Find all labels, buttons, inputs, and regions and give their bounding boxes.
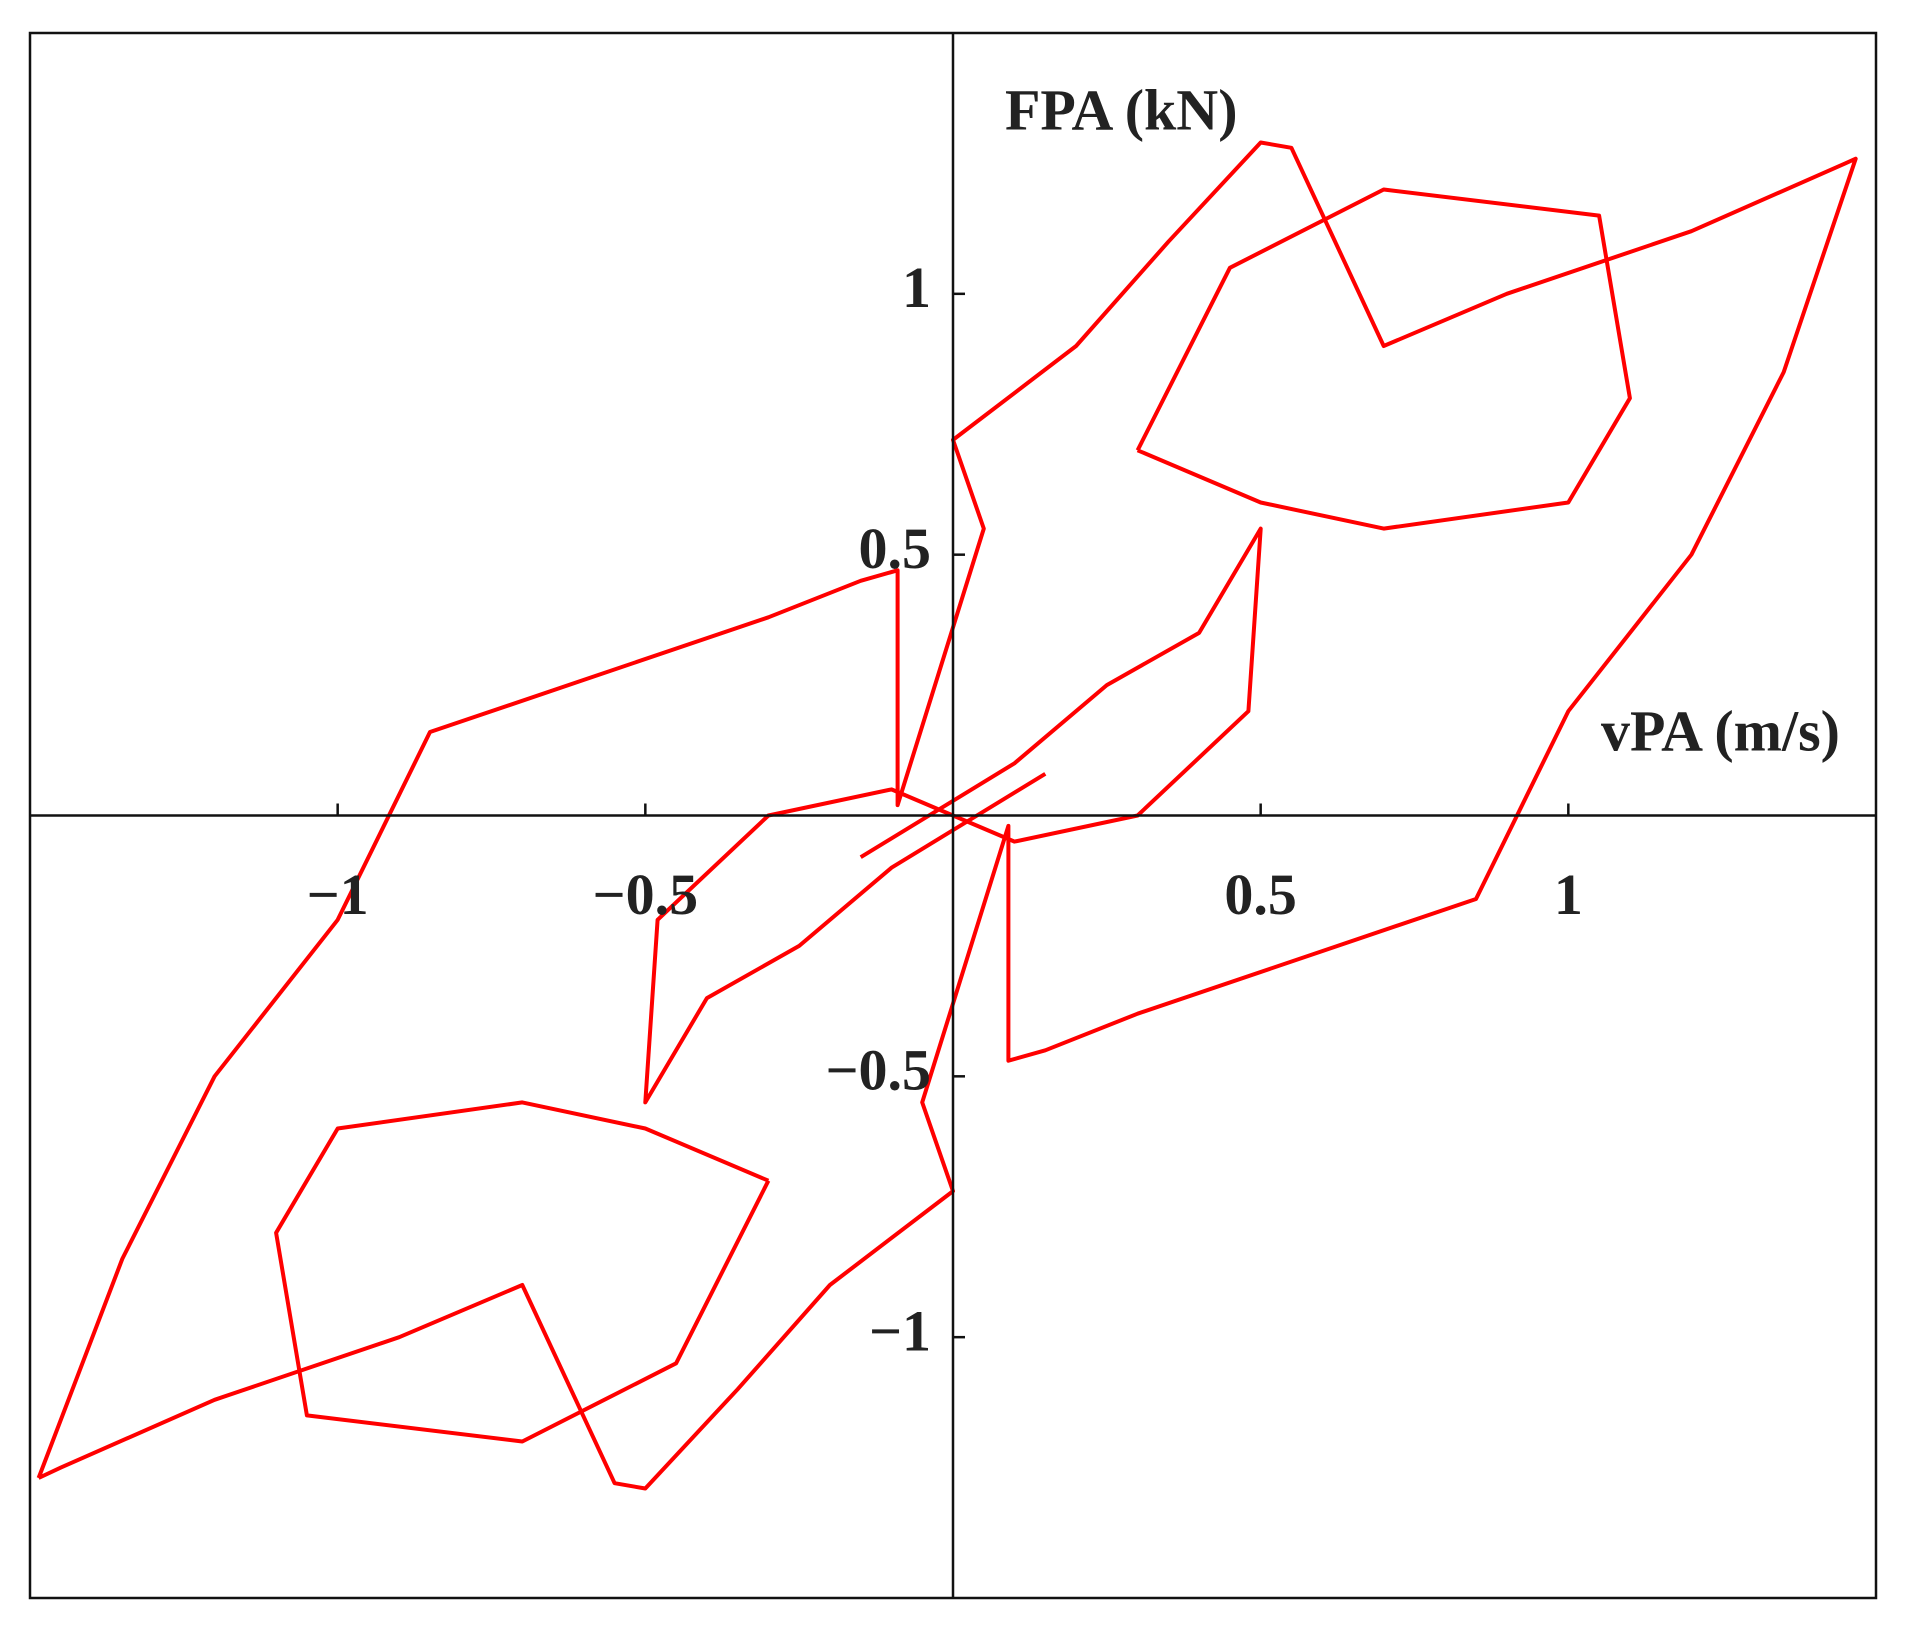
x-tick-label: −0.5 bbox=[593, 862, 699, 927]
y-tick-label: 1 bbox=[902, 255, 931, 320]
data-line bbox=[274, 187, 1632, 1444]
x-tick-label: 0.5 bbox=[1224, 862, 1297, 927]
y-tick-label: 0.5 bbox=[859, 516, 932, 581]
axes: −1 −0.5 0.5 1 −1 −0.5 0.5 1 bbox=[30, 33, 1876, 1598]
x-tick-label: 1 bbox=[1554, 862, 1583, 927]
y-tick-label: −0.5 bbox=[825, 1038, 931, 1103]
x-tick-label: −1 bbox=[307, 862, 369, 927]
data-line bbox=[36, 140, 1858, 1491]
x-axis-label: vPA (m/s) bbox=[1601, 698, 1840, 763]
y-axis-label: FPA (kN) bbox=[1005, 77, 1238, 142]
series-group bbox=[36, 140, 1858, 1491]
y-tick-label: −1 bbox=[869, 1298, 931, 1363]
